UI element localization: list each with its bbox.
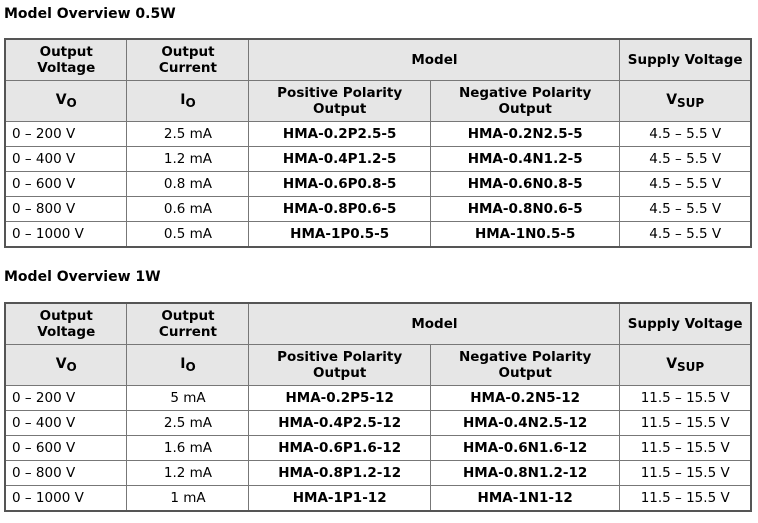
header-row-1: Output Voltage Output Current Model Supp…: [4, 38, 752, 81]
cell-supply: 11.5 – 15.5 V: [619, 485, 752, 512]
header-supply-voltage: Supply Voltage: [619, 302, 752, 345]
cell-positive-model: HMA-0.4P1.2-5: [248, 146, 431, 172]
cell-positive-model: HMA-0.2P5-12: [248, 385, 431, 411]
vsup-sym: V: [666, 355, 678, 372]
header-supply-voltage: Supply Voltage: [619, 38, 752, 81]
vo-sym: V: [55, 91, 67, 108]
cell-negative-model: HMA-0.2N5-12: [429, 385, 621, 411]
header-row-2: VO IO Positive Polarity Output Negative …: [4, 80, 752, 122]
cell-current: 0.6 mA: [126, 196, 250, 222]
cell-negative-model: HMA-1N1-12: [429, 485, 621, 512]
cell-supply: 4.5 – 5.5 V: [619, 221, 752, 248]
header-io-symbol: IO: [126, 344, 250, 386]
cell-supply: 4.5 – 5.5 V: [619, 121, 752, 147]
cell-positive-model: HMA-0.8P0.6-5: [248, 196, 431, 222]
cell-voltage: 0 – 1000 V: [4, 221, 128, 248]
vsup-sub: SUP: [677, 95, 705, 110]
table-row: 0 – 1000 V 1 mA HMA-1P1-12 HMA-1N1-12 11…: [4, 485, 752, 512]
header-vsup-symbol: VSUP: [619, 344, 752, 386]
vsup-sym: V: [666, 91, 678, 108]
cell-current: 1.2 mA: [126, 146, 250, 172]
cell-positive-model: HMA-1P1-12: [248, 485, 431, 512]
cell-voltage: 0 – 1000 V: [4, 485, 128, 512]
header-vo-symbol: VO: [4, 344, 128, 386]
cell-positive-model: HMA-1P0.5-5: [248, 221, 431, 248]
cell-negative-model: HMA-0.4N1.2-5: [429, 146, 621, 172]
table-row: 0 – 1000 V 0.5 mA HMA-1P0.5-5 HMA-1N0.5-…: [4, 221, 752, 248]
cell-voltage: 0 – 200 V: [4, 385, 128, 411]
cell-negative-model: HMA-0.2N2.5-5: [429, 121, 621, 147]
cell-supply: 11.5 – 15.5 V: [619, 435, 752, 461]
header-io-symbol: IO: [126, 80, 250, 122]
cell-current: 0.5 mA: [126, 221, 250, 248]
cell-current: 1.2 mA: [126, 460, 250, 486]
vo-sub: O: [66, 95, 77, 110]
model-table-0-5w: Output Voltage Output Current Model Supp…: [4, 38, 752, 248]
cell-voltage: 0 – 400 V: [4, 410, 128, 436]
cell-negative-model: HMA-0.4N2.5-12: [429, 410, 621, 436]
cell-positive-model: HMA-0.8P1.2-12: [248, 460, 431, 486]
table-row: 0 – 400 V 2.5 mA HMA-0.4P2.5-12 HMA-0.4N…: [4, 410, 752, 436]
table-row: 0 – 600 V 0.8 mA HMA-0.6P0.8-5 HMA-0.6N0…: [4, 171, 752, 197]
table-row: 0 – 600 V 1.6 mA HMA-0.6P1.6-12 HMA-0.6N…: [4, 435, 752, 461]
cell-negative-model: HMA-0.6N0.8-5: [429, 171, 621, 197]
io-sub: O: [185, 95, 196, 110]
header-output-voltage: Output Voltage: [4, 38, 128, 81]
table-row: 0 – 800 V 1.2 mA HMA-0.8P1.2-12 HMA-0.8N…: [4, 460, 752, 486]
section-title-0-5w: Model Overview 0.5W: [4, 6, 176, 22]
cell-positive-model: HMA-0.6P0.8-5: [248, 171, 431, 197]
header-negative-polarity: Negative Polarity Output: [429, 80, 621, 122]
cell-positive-model: HMA-0.4P2.5-12: [248, 410, 431, 436]
vo-sym: V: [55, 355, 67, 372]
cell-supply: 4.5 – 5.5 V: [619, 196, 752, 222]
vo-sub: O: [66, 359, 77, 374]
cell-current: 2.5 mA: [126, 410, 250, 436]
cell-positive-model: HMA-0.2P2.5-5: [248, 121, 431, 147]
header-model: Model: [248, 38, 621, 81]
header-model: Model: [248, 302, 621, 345]
cell-voltage: 0 – 200 V: [4, 121, 128, 147]
cell-supply: 4.5 – 5.5 V: [619, 146, 752, 172]
cell-current: 5 mA: [126, 385, 250, 411]
cell-voltage: 0 – 800 V: [4, 460, 128, 486]
cell-supply: 11.5 – 15.5 V: [619, 410, 752, 436]
table-row: 0 – 800 V 0.6 mA HMA-0.8P0.6-5 HMA-0.8N0…: [4, 196, 752, 222]
header-row-1: Output Voltage Output Current Model Supp…: [4, 302, 752, 345]
io-sym: I: [180, 91, 186, 108]
header-positive-polarity: Positive Polarity Output: [248, 344, 431, 386]
cell-current: 1.6 mA: [126, 435, 250, 461]
cell-positive-model: HMA-0.6P1.6-12: [248, 435, 431, 461]
cell-supply: 4.5 – 5.5 V: [619, 171, 752, 197]
cell-negative-model: HMA-0.8N0.6-5: [429, 196, 621, 222]
section-title-1w: Model Overview 1W: [4, 269, 161, 285]
cell-negative-model: HMA-0.6N1.6-12: [429, 435, 621, 461]
cell-voltage: 0 – 600 V: [4, 171, 128, 197]
cell-negative-model: HMA-1N0.5-5: [429, 221, 621, 248]
cell-voltage: 0 – 400 V: [4, 146, 128, 172]
cell-supply: 11.5 – 15.5 V: [619, 460, 752, 486]
header-output-current: Output Current: [126, 38, 250, 81]
cell-negative-model: HMA-0.8N1.2-12: [429, 460, 621, 486]
cell-current: 0.8 mA: [126, 171, 250, 197]
cell-current: 2.5 mA: [126, 121, 250, 147]
header-negative-polarity: Negative Polarity Output: [429, 344, 621, 386]
table-row: 0 – 400 V 1.2 mA HMA-0.4P1.2-5 HMA-0.4N1…: [4, 146, 752, 172]
cell-voltage: 0 – 600 V: [4, 435, 128, 461]
table-row: 0 – 200 V 5 mA HMA-0.2P5-12 HMA-0.2N5-12…: [4, 385, 752, 411]
header-row-2: VO IO Positive Polarity Output Negative …: [4, 344, 752, 386]
header-output-voltage: Output Voltage: [4, 302, 128, 345]
header-vsup-symbol: VSUP: [619, 80, 752, 122]
cell-supply: 11.5 – 15.5 V: [619, 385, 752, 411]
header-vo-symbol: VO: [4, 80, 128, 122]
table-row: 0 – 200 V 2.5 mA HMA-0.2P2.5-5 HMA-0.2N2…: [4, 121, 752, 147]
header-positive-polarity: Positive Polarity Output: [248, 80, 431, 122]
cell-voltage: 0 – 800 V: [4, 196, 128, 222]
io-sub: O: [185, 359, 196, 374]
io-sym: I: [180, 355, 186, 372]
cell-current: 1 mA: [126, 485, 250, 512]
header-output-current: Output Current: [126, 302, 250, 345]
vsup-sub: SUP: [677, 359, 705, 374]
model-table-1w: Output Voltage Output Current Model Supp…: [4, 302, 752, 512]
